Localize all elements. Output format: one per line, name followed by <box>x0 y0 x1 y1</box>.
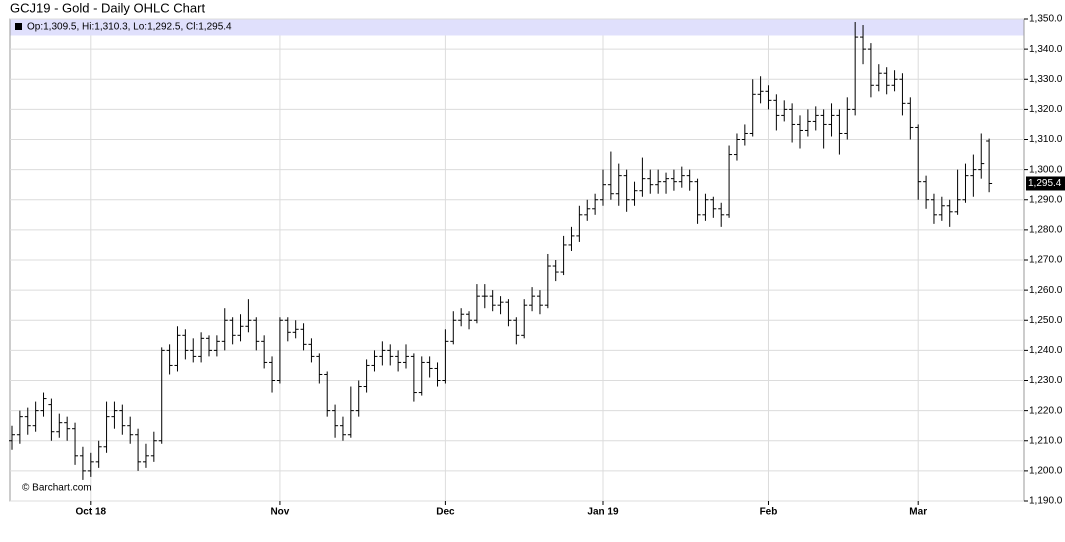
y-tick-label: 1,320.0 <box>1029 104 1063 115</box>
last-price-label: 1,295.4 <box>1028 178 1062 189</box>
y-tick-label: 1,210.0 <box>1029 435 1063 446</box>
y-tick-label: 1,190.0 <box>1029 496 1063 507</box>
y-tick-label: 1,350.0 <box>1029 14 1063 25</box>
x-tick-label: Mar <box>909 507 927 518</box>
y-tick-label: 1,270.0 <box>1029 255 1063 266</box>
x-tick-label: Dec <box>436 507 455 518</box>
last-price-box <box>1026 176 1065 191</box>
y-tick-label: 1,240.0 <box>1029 345 1063 356</box>
legend-band <box>10 19 1024 36</box>
y-tick-label: 1,340.0 <box>1029 44 1063 55</box>
watermark: © Barchart.com <box>22 483 92 494</box>
legend-text: Op:1,309.5, Hi:1,310.3, Lo:1,292.5, Cl:1… <box>27 22 232 33</box>
y-tick-label: 1,290.0 <box>1029 194 1063 205</box>
x-tick-label: Jan 19 <box>587 507 619 518</box>
y-tick-label: 1,280.0 <box>1029 225 1063 236</box>
chart-title: GCJ19 - Gold - Daily OHLC Chart <box>10 0 205 15</box>
y-tick-label: 1,220.0 <box>1029 405 1063 416</box>
x-tick-label: Oct 18 <box>76 507 107 518</box>
x-tick-label: Feb <box>760 507 778 518</box>
x-tick-label: Nov <box>270 507 289 518</box>
y-tick-label: 1,200.0 <box>1029 466 1063 477</box>
y-tick-label: 1,300.0 <box>1029 164 1063 175</box>
legend-swatch <box>15 23 22 30</box>
y-tick-label: 1,260.0 <box>1029 285 1063 296</box>
y-tick-label: 1,250.0 <box>1029 315 1063 326</box>
y-tick-label: 1,330.0 <box>1029 74 1063 85</box>
y-tick-label: 1,230.0 <box>1029 375 1063 386</box>
y-tick-label: 1,310.0 <box>1029 134 1063 145</box>
